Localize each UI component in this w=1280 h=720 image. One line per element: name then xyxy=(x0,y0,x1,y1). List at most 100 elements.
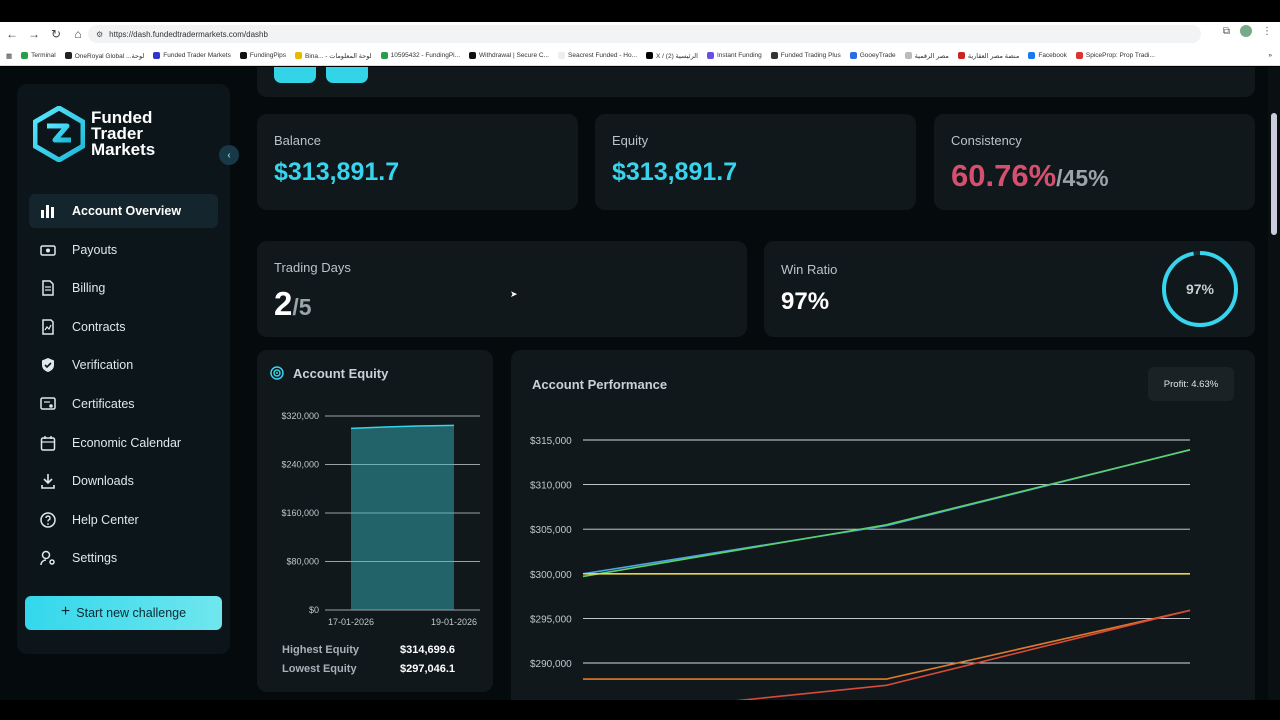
sidebar-item-help-center[interactable]: Help Center xyxy=(29,503,218,537)
bookmark-item[interactable]: OneRoyal Global ...لوحة xyxy=(64,52,144,60)
bookmark-favicon-icon xyxy=(706,52,714,59)
bookmark-label: Facebook xyxy=(1038,52,1067,59)
account-equity-panel: Account Equity $320,000 $240,000 $160,000 $… xyxy=(257,350,493,692)
trading-days-value: 2 xyxy=(274,285,293,322)
win-ratio-ring-label: 97% xyxy=(1186,281,1215,297)
profile-avatar[interactable] xyxy=(1240,25,1252,37)
bookmark-label: GooeyTrade xyxy=(859,52,896,59)
sidebar-item-certificates[interactable]: Certificates xyxy=(29,387,218,421)
bookmark-label: Withdrawal | Secure C... xyxy=(479,52,549,59)
trading-days-card: Trading Days 2/5 xyxy=(257,241,747,337)
sidebar-item-downloads[interactable]: Downloads xyxy=(29,464,218,498)
download-icon xyxy=(39,472,57,490)
lowest-equity-label: Lowest Equity xyxy=(282,663,357,675)
bookmark-item[interactable]: SpiceProp: Prop Tradi... xyxy=(1075,52,1155,60)
sidebar-item-account-overview[interactable]: Account Overview xyxy=(29,194,218,228)
mouse-cursor: ➤ xyxy=(510,289,518,299)
account-performance-panel: Account Performance Profit: 4.63% $315,0… xyxy=(511,350,1255,700)
bookmark-item[interactable]: مصر الرقمية xyxy=(904,52,949,60)
bookmark-item[interactable]: Funded Trader Markets xyxy=(153,52,231,60)
performance-y-tick: $300,000 xyxy=(530,570,572,581)
sidebar-item-contracts[interactable]: Contracts xyxy=(29,310,218,344)
win-ratio-label: Win Ratio xyxy=(781,262,838,277)
plus-icon: + xyxy=(60,603,71,620)
bookmark-item[interactable]: Facebook xyxy=(1028,52,1067,60)
bookmark-item[interactable]: GooeyTrade xyxy=(849,52,896,60)
bookmark-label: منصة مصر العقارية xyxy=(967,52,1020,60)
bookmark-favicon-icon xyxy=(21,52,29,59)
bookmark-item[interactable]: Funded Trading Plus xyxy=(770,52,841,60)
page-scrollbar[interactable] xyxy=(1268,67,1280,700)
bookmark-label: Instant Funding xyxy=(716,52,762,59)
bookmark-label: SpiceProp: Prop Tradi... xyxy=(1085,52,1155,59)
address-bar[interactable]: ⚙ https://dash.fundedtradermarkets.com/d… xyxy=(88,25,1201,43)
forward-icon[interactable]: → xyxy=(28,27,40,41)
scrollbar-thumb[interactable] xyxy=(1271,113,1277,235)
start-challenge-button[interactable]: + Start new challenge xyxy=(25,596,222,630)
sidebar-item-label: Settings xyxy=(72,551,118,566)
browser-menu-icon[interactable]: ⋮ xyxy=(1262,25,1272,37)
bookmarks-bar: ▦ Terminal OneRoyal Global ...لوحة Funded … xyxy=(0,46,1280,66)
bookmark-favicon-icon xyxy=(239,52,247,59)
bookmark-favicon-icon xyxy=(295,52,302,59)
calendar-icon xyxy=(39,434,57,452)
bookmark-label: Terminal xyxy=(31,52,56,59)
equity-area xyxy=(351,425,454,610)
consistency-label: Consistency xyxy=(951,133,1022,148)
reload-icon[interactable]: ↻ xyxy=(50,27,62,41)
win-ratio-card: Win Ratio 97% 97% xyxy=(764,241,1255,337)
bookmark-item[interactable]: Withdrawal | Secure C... xyxy=(469,52,549,60)
logo-line-2: Trader xyxy=(91,124,143,143)
sidebar-item-billing[interactable]: Billing xyxy=(29,271,218,305)
dashboard-app: Funded Trader Markets ‹ Account Overview… xyxy=(0,67,1280,700)
brand-logo-icon xyxy=(33,106,85,162)
sidebar-item-verification[interactable]: Verification xyxy=(29,348,218,382)
collapse-sidebar-button[interactable]: ‹ xyxy=(219,145,239,165)
bookmark-item[interactable]: X / الرئيسية (2) xyxy=(646,52,698,60)
home-icon[interactable]: ⌂ xyxy=(74,27,82,41)
share-button[interactable] xyxy=(326,67,368,83)
more-bookmarks-icon[interactable]: » xyxy=(1268,52,1272,59)
equity-y-tick: $80,000 xyxy=(286,557,319,567)
sidebar-item-economic-calendar[interactable]: Economic Calendar xyxy=(29,426,218,460)
sidebar-item-settings[interactable]: Settings xyxy=(29,541,218,575)
performance-y-tick: $290,000 xyxy=(530,659,572,670)
certificate-icon xyxy=(39,395,57,413)
back-icon[interactable]: ← xyxy=(6,27,18,41)
bookmark-label: Funded Trading Plus xyxy=(780,52,841,59)
equity-card: Equity $313,891.7 xyxy=(595,114,916,210)
bookmark-favicon-icon xyxy=(849,52,857,59)
ring-progress xyxy=(1162,251,1238,327)
performance-series-line xyxy=(582,449,1191,575)
performance-series-line xyxy=(735,609,1191,700)
performance-y-tick: $295,000 xyxy=(530,614,572,625)
bookmark-item[interactable]: منصة مصر العقارية xyxy=(957,52,1020,60)
bookmark-item[interactable]: FundingPips xyxy=(239,52,286,60)
bookmark-favicon-icon xyxy=(1028,52,1036,59)
bookmark-item[interactable]: Terminal xyxy=(21,52,56,60)
trading-days-target: /5 xyxy=(292,294,312,320)
sidebar-item-payouts[interactable]: Payouts xyxy=(29,233,218,267)
bookmark-item[interactable]: Instant Funding xyxy=(706,52,762,60)
bookmark-item[interactable]: Bina... - لوحة المعلومات xyxy=(295,52,372,60)
win-ratio-value: 97% xyxy=(781,288,830,315)
brand-logo[interactable]: Funded Trader Markets xyxy=(33,106,155,162)
site-info-icon[interactable]: ⚙ xyxy=(96,29,104,39)
bookmark-favicon-icon xyxy=(1075,52,1083,59)
bookmark-favicon-icon xyxy=(770,52,778,59)
sidebar-item-label: Account Overview xyxy=(72,204,182,218)
action-button-1[interactable] xyxy=(274,67,316,83)
consistency-value: 60.76% xyxy=(951,158,1057,193)
apps-icon[interactable]: ▦ xyxy=(6,52,13,60)
sidebar-item-label: Billing xyxy=(72,281,106,296)
profit-badge: Profit: 4.63% xyxy=(1148,367,1234,401)
document-icon xyxy=(39,279,57,297)
consistency-card: Consistency 60.76%/45% xyxy=(934,114,1255,210)
bookmark-favicon-icon xyxy=(957,52,965,59)
bookmark-item[interactable]: 10595432 - FundingPi... xyxy=(380,52,460,60)
bookmark-favicon-icon xyxy=(380,52,388,59)
sidebar-item-label: Certificates xyxy=(72,396,135,411)
bookmark-item[interactable]: Seacrest Funded - Ho... xyxy=(558,52,637,60)
extensions-icon[interactable]: ⧉ xyxy=(1222,25,1230,37)
highest-equity-value: $314,699.6 xyxy=(400,644,456,656)
